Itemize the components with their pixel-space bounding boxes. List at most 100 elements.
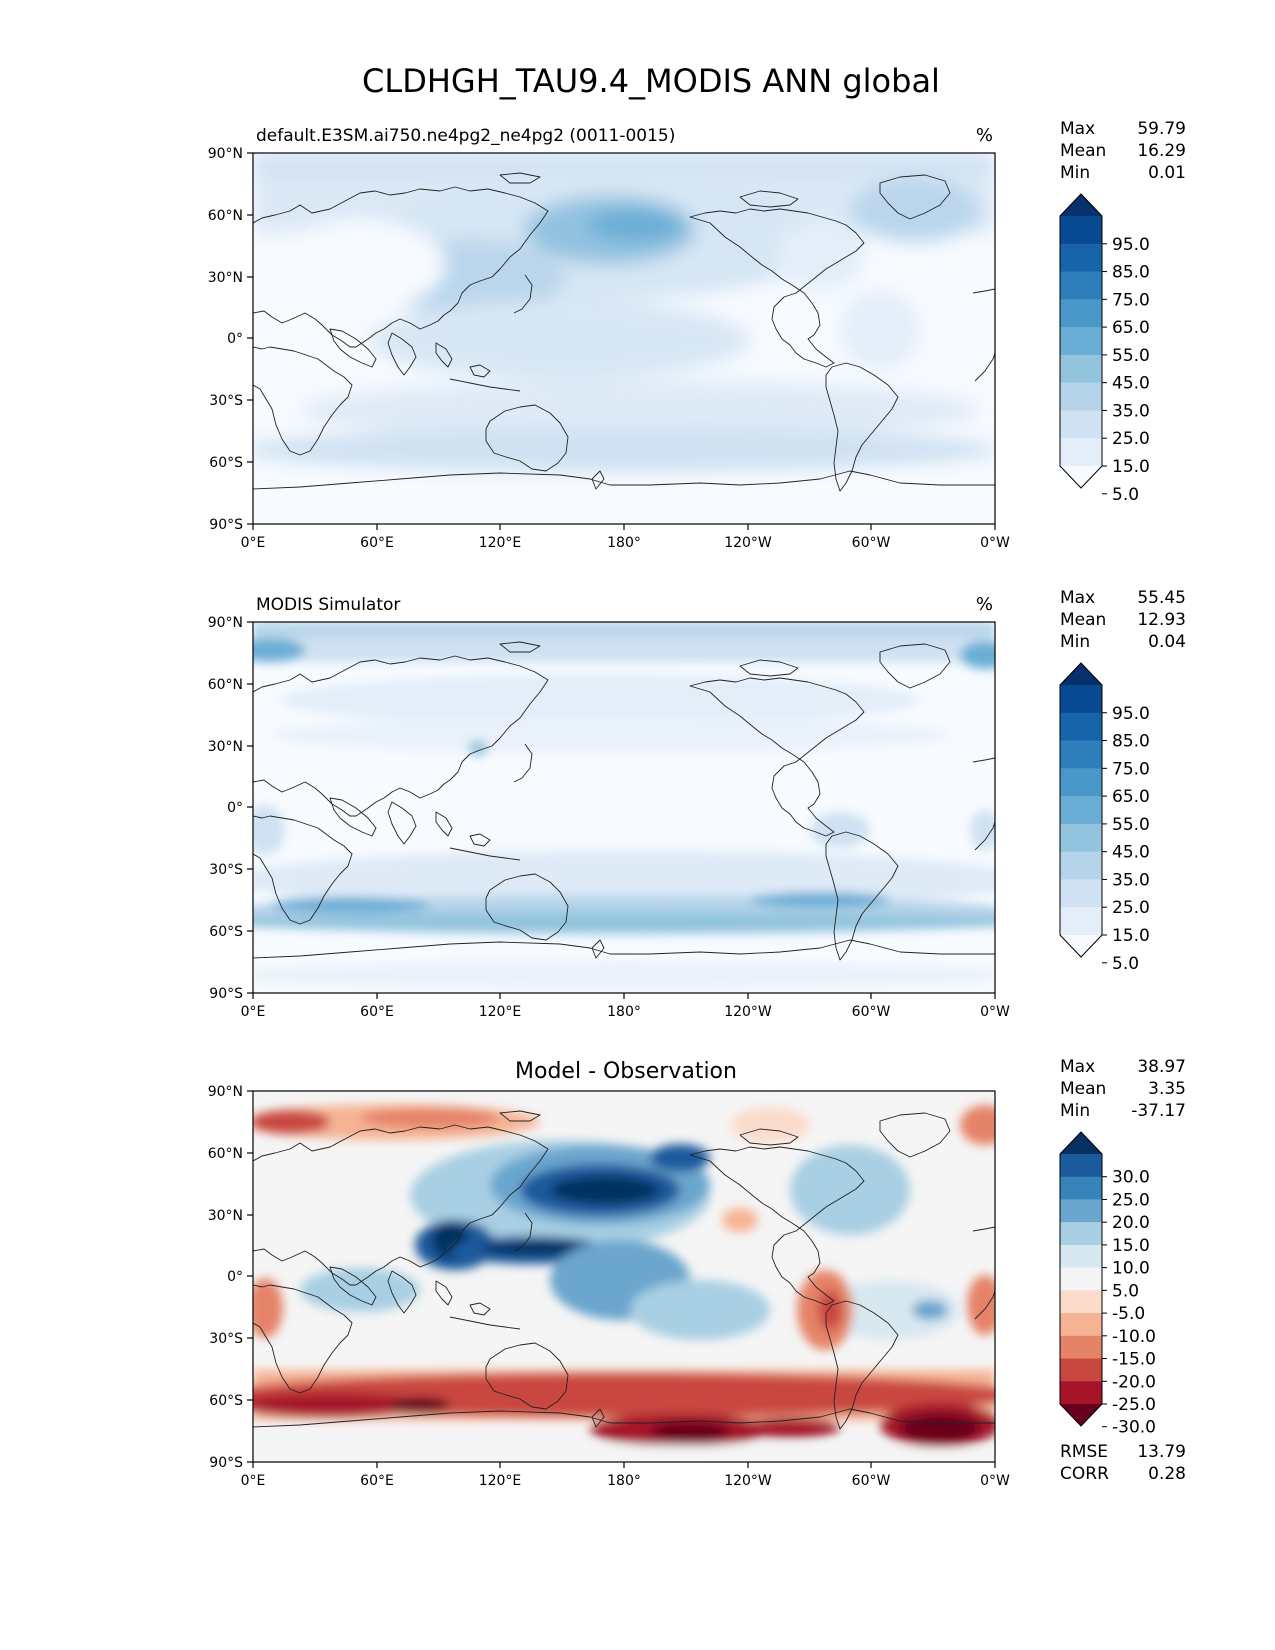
lat-tick-label: 30°N	[208, 739, 243, 755]
colorbar-tick-label: 20.0	[1112, 1213, 1150, 1233]
lat-tick-label: 30°N	[208, 270, 243, 286]
lat-tick-label: 0°	[227, 1269, 243, 1285]
lon-tick-label: 60°W	[852, 1004, 891, 1020]
colorbar-segment	[1060, 1313, 1102, 1337]
lat-tick-label: 90°S	[209, 517, 243, 533]
colorbar-segment	[1060, 1381, 1102, 1405]
colorbar-tick-label: 15.0	[1112, 457, 1150, 477]
lat-tick-label: 90°N	[208, 615, 243, 631]
colorbar: 30.025.0 20.0 15.0 10.05.0 -5.0 -10.0 -15.0-20…	[1059, 1131, 1156, 1438]
colorbar-extend-max	[1060, 194, 1102, 216]
colorbar-tick-label: 95.0	[1112, 704, 1150, 724]
panel-units: %	[976, 125, 993, 146]
colorbar-tick-label: -30.0	[1112, 1418, 1156, 1438]
colorbar-segment	[1060, 879, 1102, 908]
colorbar-segment	[1060, 1335, 1102, 1360]
stat-label: Max	[1060, 1057, 1095, 1077]
colorbar-segment	[1060, 327, 1102, 356]
colorbar-segment	[1060, 685, 1102, 714]
stat-value: 0.01	[1148, 163, 1186, 183]
error-stats-block: RMSE 13.79 CORR 0.28	[1060, 1442, 1186, 1484]
panel-left-title: MODIS Simulator	[256, 595, 400, 615]
lon-tick-label: 60°W	[852, 1473, 891, 1489]
colorbar-tick-label: 85.0	[1112, 263, 1150, 283]
stat-label: Min	[1060, 163, 1090, 183]
lat-tick-label: 60°N	[208, 208, 243, 224]
colorbar-segment	[1060, 438, 1102, 467]
colorbar-tick-label: 25.0	[1112, 1190, 1150, 1210]
colorbar-tick-label: 30.0	[1112, 1168, 1150, 1188]
lon-tick-label: 0°E	[241, 535, 266, 551]
colorbar-tick-label: 55.0	[1112, 815, 1150, 835]
colorbar-segment	[1060, 243, 1102, 273]
lat-tick-label: 90°S	[209, 986, 243, 1002]
colorbar: 95.0 85.0 75.0 65.0 55.0 45.0 35.0 25.0 15.0 5.0	[1059, 193, 1150, 505]
stat-value: 0.28	[1148, 1464, 1186, 1484]
lon-tick-label: 0°W	[980, 535, 1010, 551]
colorbar-tick-label: 55.0	[1112, 346, 1150, 366]
lon-tick-label: 0°W	[980, 1004, 1010, 1020]
lat-tick-label: 60°S	[209, 924, 243, 940]
colorbar-tick-label: 75.0	[1112, 759, 1150, 779]
colorbar-tick-label: 10.0	[1112, 1259, 1150, 1279]
stat-value: 16.29	[1137, 141, 1186, 161]
colorbar-segment	[1060, 1176, 1102, 1201]
colorbar-extend-max	[1060, 1132, 1102, 1154]
colorbar-tick-label: 35.0	[1112, 870, 1150, 890]
stat-label: CORR	[1060, 1464, 1109, 1484]
lon-tick-label: 0°E	[241, 1473, 266, 1489]
lat-tick-label: 60°S	[209, 1393, 243, 1409]
stats-block: Max 38.97 Mean 3.35 Min -37.17	[1060, 1057, 1186, 1121]
map-axes	[247, 621, 996, 999]
colorbar-extend-max	[1060, 663, 1102, 685]
lon-tick-label: 120°E	[479, 1004, 522, 1020]
lat-tick-label: 90°S	[209, 1455, 243, 1471]
stat-label: Max	[1060, 119, 1095, 139]
colorbar-extend-min	[1060, 935, 1102, 957]
colorbar-tick-label: 15.0	[1112, 1236, 1150, 1256]
colorbar-tick-label: 45.0	[1112, 843, 1150, 863]
stat-value: 55.45	[1137, 588, 1186, 608]
lat-tick-label: 60°S	[209, 455, 243, 471]
lat-tick-label: 30°S	[209, 1331, 243, 1347]
lat-tick-label: 30°N	[208, 1208, 243, 1224]
colorbar-tick-label: -10.0	[1112, 1327, 1156, 1347]
colorbar-tick-label: 5.0	[1112, 1281, 1139, 1301]
colorbar-tick-label: 25.0	[1112, 898, 1150, 918]
colorbar-tick-label: 5.0	[1112, 485, 1139, 505]
lat-tick-label: 0°	[227, 331, 243, 347]
lat-tick-label: 90°N	[208, 1084, 243, 1100]
stat-label: Min	[1060, 1101, 1090, 1121]
colorbar-tick-label: 15.0	[1112, 926, 1150, 946]
lon-tick-label: 60°E	[360, 1473, 394, 1489]
stat-value: -37.17	[1131, 1101, 1186, 1121]
lon-tick-label: 0°W	[980, 1473, 1010, 1489]
stat-value: 12.93	[1137, 610, 1186, 630]
stat-value: 3.35	[1148, 1079, 1186, 1099]
stat-value: 13.79	[1137, 1442, 1186, 1462]
panel-left-title: default.E3SM.ai750.ne4pg2_ne4pg2 (0011-0…	[256, 126, 675, 146]
lat-tick-label: 60°N	[208, 677, 243, 693]
colorbar-tick-label: 25.0	[1112, 429, 1150, 449]
panel-difference: Model - Observation	[208, 1057, 1186, 1489]
lon-tick-label: 60°W	[852, 535, 891, 551]
colorbar-tick-label: -5.0	[1112, 1304, 1145, 1324]
lon-tick-label: 120°W	[724, 535, 772, 551]
colorbar-segment	[1060, 299, 1102, 328]
lon-tick-label: 60°E	[360, 1004, 394, 1020]
panel-observation: MODIS Simulator %	[208, 588, 1186, 1020]
stat-label: Mean	[1060, 141, 1106, 161]
colorbar-tick-label: 35.0	[1112, 401, 1150, 421]
colorbar-segment	[1060, 1199, 1102, 1223]
colorbar-tick-label: 95.0	[1112, 235, 1150, 255]
lon-tick-label: 0°E	[241, 1004, 266, 1020]
lat-tick-label: 90°N	[208, 146, 243, 162]
colorbar-tick-label: 85.0	[1112, 732, 1150, 752]
panel-units: %	[976, 594, 993, 615]
lon-tick-label: 180°	[607, 1004, 641, 1020]
stat-label: Min	[1060, 632, 1090, 652]
colorbar-segment	[1060, 768, 1102, 797]
colorbar-segment	[1060, 907, 1102, 936]
lon-tick-label: 120°W	[724, 1004, 772, 1020]
